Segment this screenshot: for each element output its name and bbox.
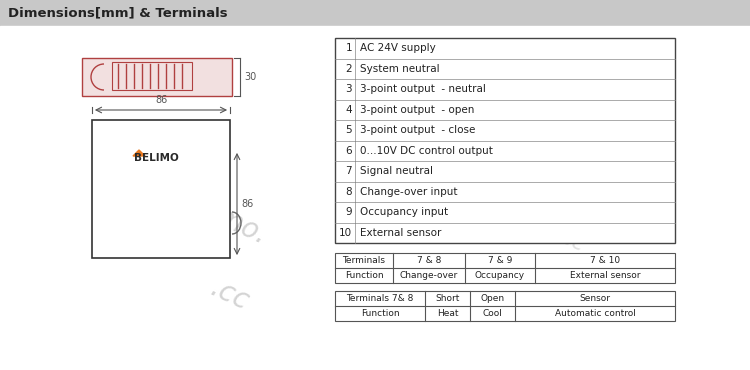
Text: 30: 30 <box>244 72 256 82</box>
Text: 86: 86 <box>241 199 254 209</box>
Text: 7 & 9: 7 & 9 <box>488 256 512 265</box>
Text: 3: 3 <box>345 84 352 94</box>
Text: .cc: .cc <box>551 224 589 256</box>
Text: 3-point output  - neutral: 3-point output - neutral <box>360 84 486 94</box>
Text: Sensor: Sensor <box>580 294 610 303</box>
Text: Automatic control: Automatic control <box>554 309 635 318</box>
Text: 86: 86 <box>154 95 167 105</box>
Bar <box>92 120 230 258</box>
Bar <box>82 58 232 96</box>
Text: AC 24V supply: AC 24V supply <box>360 43 436 53</box>
Text: Occupancy input: Occupancy input <box>360 207 448 217</box>
Text: www.belimo.: www.belimo. <box>452 120 608 210</box>
Text: 9: 9 <box>345 207 352 217</box>
Text: www.belimo.: www.belimo. <box>98 149 272 250</box>
Text: 6: 6 <box>345 146 352 156</box>
Text: 4: 4 <box>345 105 352 115</box>
Text: External sensor: External sensor <box>570 271 640 280</box>
Text: 3-point output  - open: 3-point output - open <box>360 105 474 115</box>
Text: Open: Open <box>481 294 505 303</box>
Text: Short: Short <box>435 294 460 303</box>
Text: Signal neutral: Signal neutral <box>360 166 433 176</box>
Bar <box>112 62 192 90</box>
Bar <box>335 38 675 243</box>
Text: Change-over input: Change-over input <box>360 187 458 197</box>
Text: External sensor: External sensor <box>360 228 441 238</box>
Text: Terminals: Terminals <box>343 256 386 265</box>
Text: BELIMO: BELIMO <box>134 153 178 163</box>
Text: 0...10V DC control output: 0...10V DC control output <box>360 146 493 156</box>
Text: 1: 1 <box>345 43 352 53</box>
Text: Change-over: Change-over <box>400 271 458 280</box>
Text: Terminals 7& 8: Terminals 7& 8 <box>346 294 414 303</box>
Text: 3-point output  - close: 3-point output - close <box>360 125 476 135</box>
Text: Cool: Cool <box>482 309 502 318</box>
Text: Function: Function <box>345 271 383 280</box>
Bar <box>335 253 675 283</box>
Bar <box>0 0 750 26</box>
Text: Dimensions[mm] & Terminals: Dimensions[mm] & Terminals <box>8 7 228 20</box>
Text: 7: 7 <box>345 166 352 176</box>
Text: 10: 10 <box>339 228 352 238</box>
Bar <box>335 291 675 321</box>
Text: 7 & 8: 7 & 8 <box>417 256 441 265</box>
Text: 2: 2 <box>345 64 352 74</box>
Polygon shape <box>133 150 145 156</box>
Text: 5: 5 <box>345 125 352 135</box>
Text: System neutral: System neutral <box>360 64 440 74</box>
Text: Heat: Heat <box>436 309 458 318</box>
Text: 8: 8 <box>345 187 352 197</box>
Text: .cc: .cc <box>206 274 254 316</box>
Text: Occupancy: Occupancy <box>475 271 525 280</box>
Text: Function: Function <box>361 309 399 318</box>
Text: 7 & 10: 7 & 10 <box>590 256 620 265</box>
